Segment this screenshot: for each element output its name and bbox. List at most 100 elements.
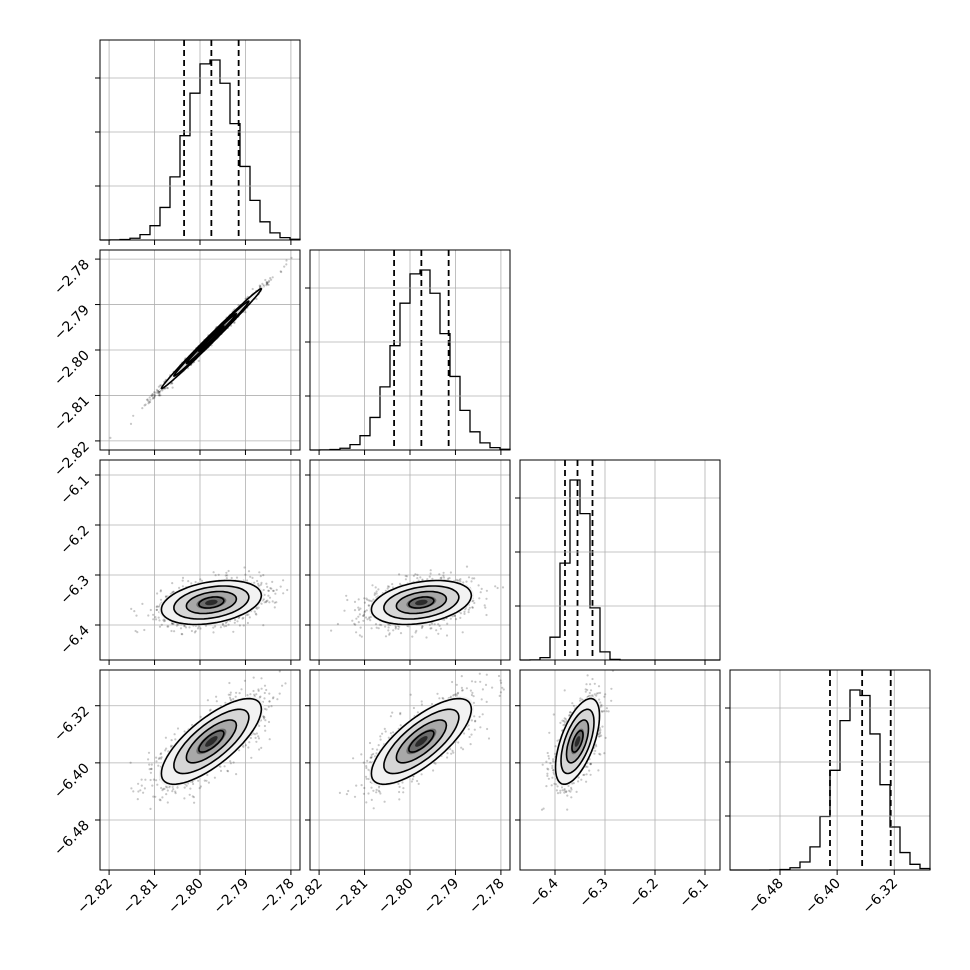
sample-point [158, 394, 161, 397]
sample-point [214, 625, 217, 628]
sample-point [463, 612, 466, 616]
sample-point [286, 588, 289, 592]
sample-point [226, 769, 229, 772]
sample-point [163, 620, 166, 623]
sample-point [181, 579, 184, 582]
sample-point [471, 606, 474, 609]
sample-point [357, 598, 360, 601]
sample-point [158, 392, 161, 395]
sample-point [378, 623, 381, 626]
sample-point [179, 627, 183, 630]
sample-point [167, 625, 170, 628]
sample-point [161, 789, 164, 792]
sample-point [358, 613, 361, 616]
sample-point [265, 601, 268, 604]
sample-point [266, 283, 269, 286]
sample-point [369, 615, 373, 619]
sample-point [261, 282, 264, 285]
sample-point [227, 693, 230, 696]
sample-point [262, 574, 265, 577]
sample-point [354, 623, 357, 626]
contour-2 [185, 590, 238, 615]
sample-point [249, 575, 252, 578]
sample-point [147, 751, 151, 754]
sample-point [271, 589, 275, 592]
sample-point [152, 396, 155, 399]
sample-point [256, 579, 259, 583]
sample-point [228, 681, 231, 685]
sample-point [235, 691, 238, 694]
sample-point [467, 576, 471, 579]
sample-point [429, 569, 432, 572]
sample-point [212, 571, 215, 574]
sample-point [472, 599, 475, 602]
scatter-panel-3-2 [305, 459, 511, 665]
sample-point [143, 787, 146, 790]
sample-point [255, 740, 258, 743]
sample-point [189, 787, 192, 790]
sample-point [187, 580, 190, 583]
sample-point [437, 632, 440, 635]
sample-point [259, 575, 262, 578]
sample-point [438, 624, 441, 628]
sample-point [414, 631, 417, 634]
sample-point [394, 627, 397, 630]
sample-point [465, 580, 468, 583]
panel-content [109, 256, 293, 439]
histogram-2 [309, 269, 511, 451]
sample-point [225, 571, 228, 574]
sample-point [164, 595, 167, 598]
sample-point [364, 610, 367, 613]
sample-point [196, 627, 200, 630]
sample-point [404, 578, 407, 581]
sample-point [205, 779, 208, 782]
sample-point [155, 608, 158, 612]
sample-point [374, 586, 377, 589]
sample-point [262, 284, 265, 287]
sample-point [364, 616, 368, 619]
sample-point [485, 597, 488, 600]
sample-point [414, 573, 417, 576]
sample-point [199, 785, 202, 788]
sample-point [170, 629, 173, 633]
sample-point [355, 631, 358, 634]
sample-point [368, 599, 371, 602]
sample-point [421, 625, 424, 628]
sample-point [156, 389, 159, 392]
sample-point [146, 398, 149, 401]
sample-point [219, 769, 223, 773]
sample-point [429, 627, 432, 630]
sample-point [265, 582, 268, 585]
sample-point [212, 626, 215, 629]
sample-point [447, 577, 450, 580]
sample-point [194, 580, 197, 584]
sample-point [374, 623, 378, 626]
sample-point [130, 607, 133, 611]
sample-point [244, 311, 247, 314]
sample-point [137, 782, 140, 785]
sample-point [143, 404, 146, 407]
sample-point [233, 321, 236, 325]
sample-point [193, 631, 196, 634]
sample-point [388, 633, 391, 636]
sample-point [157, 385, 160, 388]
sample-point [416, 573, 419, 577]
sample-point [148, 396, 151, 399]
sample-point [266, 599, 269, 602]
sample-point [199, 715, 202, 719]
sample-point [227, 569, 230, 573]
sample-point [160, 623, 163, 626]
sample-point [159, 799, 162, 802]
sample-point [258, 571, 261, 574]
sample-point [267, 589, 270, 592]
sample-point [230, 576, 233, 580]
sample-point [246, 579, 249, 582]
scatter-panel-4-1: −2.82 −2.81 −2.80 −2.79 −2.78−6.48−6.40−6.32 [51, 669, 301, 917]
sample-point [242, 616, 245, 619]
sample-point [238, 692, 241, 695]
sample-point [360, 635, 363, 638]
sample-point [392, 629, 395, 632]
panel-content [130, 566, 289, 636]
sample-point [471, 606, 474, 609]
sample-point [380, 623, 383, 627]
